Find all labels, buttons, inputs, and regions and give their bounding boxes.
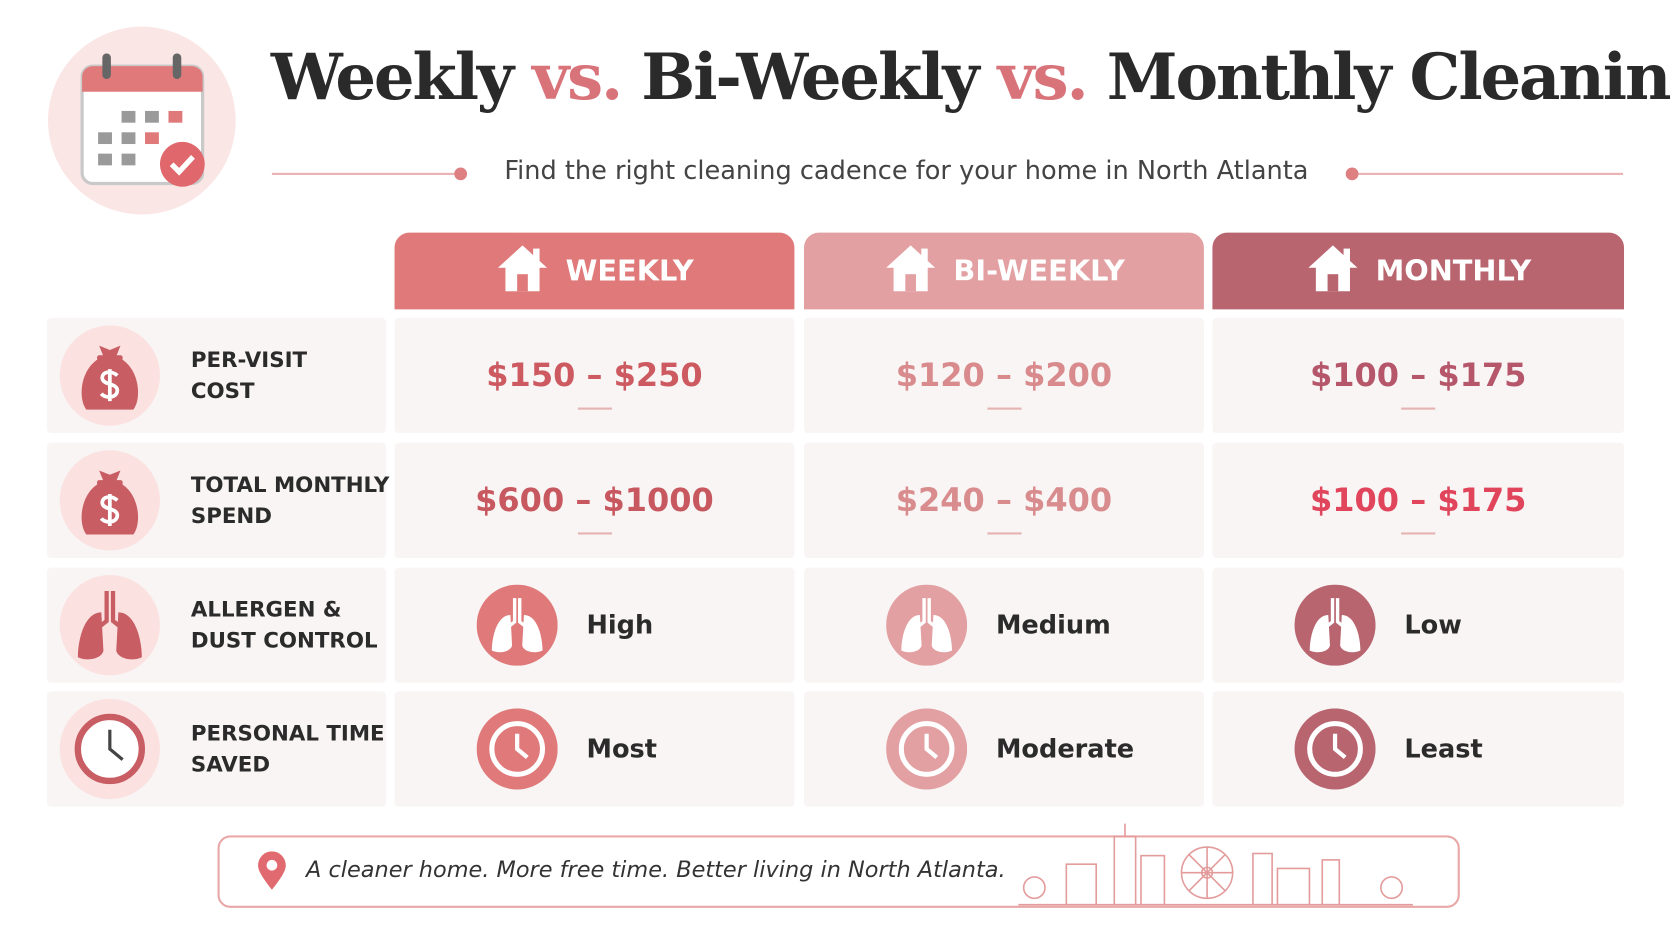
price-range: $240 – $400 — [895, 481, 1113, 520]
skyline — [1018, 823, 1413, 906]
price-range: $100 – $175 — [1310, 481, 1527, 520]
house-icon — [1305, 242, 1360, 301]
row-icon — [59, 698, 161, 800]
pin-icon — [258, 851, 286, 890]
tagline: A cleaner home. More free time. Better l… — [306, 856, 1006, 883]
row-label-line: PERSONAL TIME — [190, 720, 385, 746]
row-label-line: SPEND — [190, 502, 272, 529]
value-cell — [1212, 691, 1625, 807]
row-icon — [59, 449, 161, 551]
value-cell — [804, 567, 1204, 683]
value-cell — [394, 691, 795, 807]
rating: Low — [1404, 610, 1462, 641]
house-icon — [883, 242, 938, 301]
price-range: $600 – $1000 — [475, 481, 714, 520]
row-label: PERSONAL TIME SAVED — [191, 718, 385, 780]
row-label-line: COST — [190, 377, 255, 404]
value-cell — [804, 317, 1204, 434]
row-label: TOTAL MONTHLY SPEND — [191, 469, 389, 531]
column-title: MONTHLY — [1375, 254, 1532, 288]
column-title: BI-WEEKLY — [953, 254, 1125, 288]
title-part: vs. — [532, 40, 623, 116]
row-label-line: DUST CONTROL — [190, 627, 378, 653]
value-cell — [804, 691, 1204, 807]
column-title: WEEKLY — [565, 254, 694, 288]
value-cell — [1212, 317, 1625, 434]
value-cell — [1212, 442, 1625, 558]
rating: Least — [1404, 734, 1483, 764]
row-icon — [59, 324, 161, 426]
rating-icon — [476, 584, 558, 666]
price-range: $100 – $175 — [1310, 356, 1527, 395]
row-label-line: SAVED — [190, 751, 271, 777]
underline — [577, 532, 612, 535]
calendar-icon — [47, 26, 236, 215]
rule — [271, 172, 456, 175]
dot — [1345, 167, 1359, 181]
rating-icon — [886, 584, 968, 666]
column-header: BI-WEEKLY — [804, 232, 1204, 310]
row-label-line: PER-VISIT — [190, 346, 308, 373]
price-range: $150 – $250 — [486, 356, 703, 395]
rating: Most — [586, 734, 658, 764]
column-header: MONTHLY — [1212, 232, 1625, 310]
rating: Medium — [995, 610, 1111, 641]
value-cell — [1212, 567, 1625, 683]
row-label-line: ALLERGEN & — [190, 596, 342, 622]
rating-icon — [886, 708, 968, 790]
underline — [1401, 407, 1436, 410]
dot — [454, 167, 468, 181]
rating: Moderate — [995, 734, 1135, 764]
row-label-line: TOTAL MONTHLY — [190, 471, 390, 498]
value-cell — [394, 567, 795, 683]
title-part: Bi-Weekly — [641, 40, 979, 116]
rating-icon — [476, 708, 558, 790]
title-part: Monthly Cleaning — [1106, 40, 1672, 116]
rating-icon — [1294, 584, 1376, 666]
house-icon — [495, 242, 550, 301]
title-part: vs. — [997, 40, 1089, 116]
column-header: WEEKLY — [394, 232, 795, 310]
title: Weekly vs. Bi-Weekly vs. Monthly Cleanin… — [271, 41, 1672, 116]
rule — [1358, 172, 1623, 175]
price-range: $120 – $200 — [895, 356, 1113, 395]
underline — [986, 532, 1022, 535]
underline — [986, 407, 1022, 410]
value-cell — [394, 317, 795, 434]
row-label: ALLERGEN & DUST CONTROL — [191, 594, 378, 656]
row-label: PER-VISIT COST — [191, 345, 307, 407]
rating-icon — [1294, 708, 1376, 790]
subtitle: Find the right cleaning cadence for your… — [504, 155, 1309, 186]
underline — [1401, 532, 1436, 535]
value-cell — [394, 442, 795, 558]
footer-box — [217, 835, 1460, 908]
title-part: Weekly — [270, 40, 514, 116]
row-icon — [59, 574, 161, 676]
rating: High — [586, 610, 654, 641]
value-cell — [804, 442, 1204, 558]
underline — [577, 407, 612, 410]
